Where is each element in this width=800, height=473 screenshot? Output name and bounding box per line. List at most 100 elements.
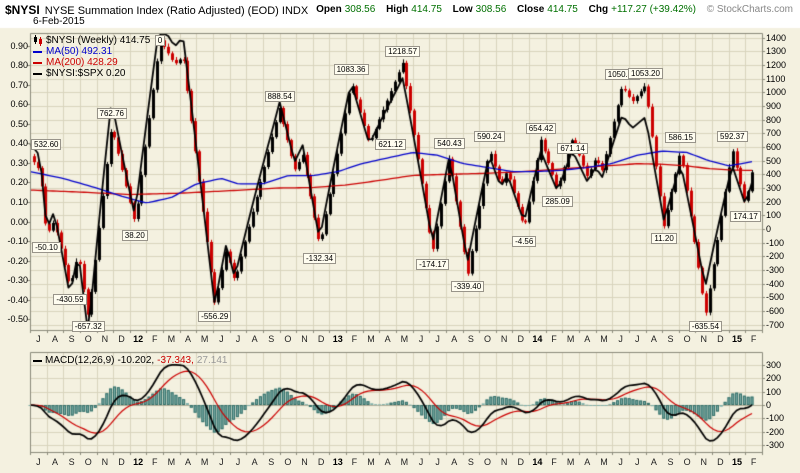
x-axis-label: D (317, 334, 325, 344)
x-axis-label: M (600, 334, 608, 344)
x-axis-label: 13 (332, 457, 343, 467)
price-annotation: 592.37 (717, 131, 748, 143)
open-label: Open (316, 4, 342, 15)
x-axis-label: J (36, 334, 41, 344)
macd-signal-value: -37.343, (157, 355, 194, 366)
legend-symbol-label: $NYSI (Weekly) 414.75 (46, 35, 151, 46)
x-axis-label: J (219, 457, 224, 467)
x-axis-label: J (618, 457, 623, 467)
price-annotation: 586.15 (665, 131, 696, 143)
legend-ma200-row: MA(200) 428.29 (33, 57, 150, 68)
price-axis-label: 1000 (766, 87, 787, 98)
price-annotation: 540.43 (434, 138, 465, 150)
x-axis-label: F (351, 457, 358, 467)
price-axis-label: -400 (766, 278, 785, 289)
ma200-swatch (33, 61, 42, 64)
x-axis-label: A (584, 457, 591, 467)
x-axis-label: 15 (732, 457, 743, 467)
x-axis-label: 14 (532, 457, 543, 467)
price-annotation: 532.60 (31, 139, 62, 151)
ratio-axis-label: 0.70 (10, 79, 28, 90)
x-axis-label: M (367, 457, 375, 467)
price-annotation: 654.42 (525, 122, 557, 134)
x-axis-label: M (600, 457, 608, 467)
x-axis-label: M (167, 457, 176, 467)
candlestick-icon (34, 35, 42, 46)
ma50-swatch (33, 50, 42, 53)
price-annotation: 1218.57 (385, 45, 421, 57)
x-axis-label: F (152, 457, 158, 467)
price-axis-label: -600 (766, 305, 785, 316)
x-axis-label: F (152, 334, 158, 344)
x-axis-label: S (268, 334, 275, 344)
price-annotation: 285.09 (542, 196, 573, 208)
x-axis-label: M (200, 457, 209, 467)
legend-ratio-label: $NYSI:$SPX 0.20 (46, 68, 126, 79)
x-axis-label: F (551, 334, 557, 344)
price-axis-label: -500 (766, 292, 785, 303)
x-axis-label: D (717, 457, 724, 467)
price-axis-label: -200 (766, 251, 785, 262)
ratio-axis-label: 0.60 (10, 99, 28, 110)
legend-ma50-row: MA(50) 492.31 (33, 46, 150, 57)
x-axis-label: O (284, 334, 292, 344)
ratio-axis-label: 0.20 (10, 177, 28, 188)
x-axis-label: A (251, 457, 258, 467)
price-annotation: -4.56 (512, 235, 537, 247)
price-axis-label: 1400 (766, 32, 787, 43)
legend-ratio-row: $NYSI:$SPX 0.20 (33, 68, 150, 79)
x-axis-label: J (235, 334, 241, 344)
ratio-axis-label: 0.10 (10, 197, 28, 208)
chart-date: 6-Feb-2015 (33, 16, 85, 27)
price-annotation: 1083.36 (333, 64, 369, 76)
main-legend: $NYSI (Weekly) 414.75 MA(50) 492.31 MA(2… (33, 35, 150, 79)
x-axis-label: J (219, 334, 224, 344)
x-axis-label: F (351, 334, 358, 344)
ratio-axis-label: 0.00 (10, 216, 28, 227)
x-axis-label: A (384, 334, 391, 344)
x-axis-label: M (367, 334, 375, 344)
open-value: 308.56 (344, 4, 376, 15)
chg-label: Chg (588, 4, 609, 15)
x-axis-label: A (650, 334, 657, 344)
price-axis-label: 1200 (766, 60, 787, 71)
x-axis-label: A (451, 457, 458, 467)
x-axis-label: D (118, 457, 125, 467)
quote-summary: Open 308.56 High 414.75 Low 308.56 Close 414… (308, 4, 696, 15)
price-axis-label: -300 (766, 264, 785, 275)
price-annotation: -635.54 (688, 321, 723, 332)
x-axis-label: J (36, 457, 41, 467)
x-axis-label: A (185, 334, 192, 344)
chg-value: +117.27 (+39.42%) (611, 4, 696, 15)
x-axis-label: M (566, 457, 575, 467)
x-axis-label: F (750, 457, 757, 467)
price-annotation: 621.12 (375, 138, 406, 150)
ratio-axis-label: -0.50 (7, 314, 28, 325)
price-axis-label: 0 (766, 223, 772, 234)
x-axis-label: O (483, 457, 492, 467)
close-value: 414.75 (547, 4, 578, 15)
symbol: $NYSI (5, 3, 40, 17)
x-axis-label: J (435, 334, 440, 344)
legend-ma50-label: MA(50) 492.31 (46, 46, 113, 57)
macd-axis-label: 200 (766, 373, 782, 384)
price-annotation: -132.34 (302, 253, 337, 265)
price-axis-label: -100 (766, 237, 785, 248)
ratio-axis-label: 0.40 (10, 138, 28, 149)
ratio-axis-label: -0.40 (7, 294, 28, 305)
x-axis-label: D (517, 457, 525, 467)
price-annotation: 671.14 (557, 143, 588, 155)
price-axis-label: 800 (766, 114, 782, 125)
macd-axis-label: 0 (766, 399, 772, 410)
x-axis-label: A (51, 457, 58, 467)
price-annotation: 0 (154, 35, 166, 46)
x-axis-label: A (51, 334, 58, 344)
macd-axis-label: 300 (766, 360, 782, 371)
ratio-axis-label: -0.30 (7, 275, 28, 286)
x-axis-label: S (667, 457, 674, 467)
low-value: 308.56 (475, 4, 507, 15)
price-axis-label: 200 (766, 196, 782, 207)
macd-legend: MACD(12,26,9) -10.202, -37.343, 27.141 (33, 355, 230, 366)
x-axis-label: J (418, 334, 424, 344)
